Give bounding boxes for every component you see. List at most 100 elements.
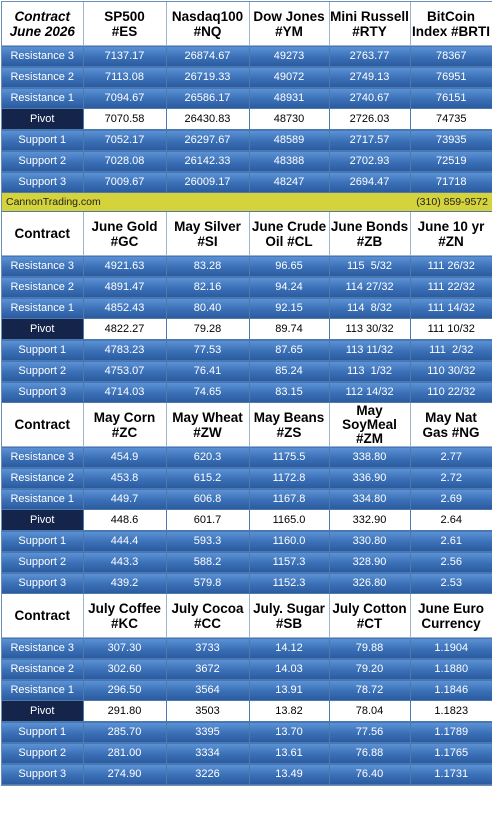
level-label: Resistance 1 [2, 488, 84, 510]
level-value: 26009.17 [166, 171, 250, 193]
level-label: Support 1 [2, 339, 84, 361]
level-value: 72519 [410, 150, 492, 172]
level-value: 448.6 [83, 509, 167, 531]
level-label: Support 2 [2, 360, 84, 382]
level-row: Support 1 7052.17 26297.67 48589 2717.57 7393… [2, 129, 492, 151]
level-row: Support 2 281.00 3334 13.61 76.88 1.1765 [2, 742, 492, 764]
instrument-header: July Coffee #KC [83, 593, 167, 638]
level-value: 2763.77 [329, 45, 411, 67]
level-value: 76.88 [329, 742, 411, 764]
instrument-header: June Euro Currency [410, 593, 492, 638]
level-label: Support 3 [2, 381, 84, 403]
level-row: Support 3 7009.67 26009.17 48247 2694.47 7171… [2, 171, 492, 193]
level-value: 1.1765 [410, 742, 492, 764]
level-row: Support 1 285.70 3395 13.70 77.56 1.1789 [2, 721, 492, 743]
level-row: Support 3 274.90 3226 13.49 76.40 1.1731 [2, 763, 492, 785]
level-row: Resistance 2 453.8 615.2 1172.8 336.90 2.72 [2, 467, 492, 489]
level-value: 26874.67 [166, 45, 250, 67]
level-value: 26719.33 [166, 66, 250, 88]
level-value: 14.03 [249, 658, 330, 680]
level-value: 48931 [249, 87, 330, 109]
level-value: 78367 [410, 45, 492, 67]
level-value: 77.56 [329, 721, 411, 743]
level-value: 453.8 [83, 467, 167, 489]
level-value: 73935 [410, 129, 492, 151]
level-value: 334.80 [329, 488, 411, 510]
level-value: 338.80 [329, 446, 411, 468]
level-label: Resistance 1 [2, 297, 84, 319]
brand-phone: (310) 859-9572 [249, 192, 492, 212]
level-value: 7070.58 [83, 108, 167, 130]
level-value: 96.65 [249, 255, 330, 277]
instrument-header: June Bonds #ZB [329, 211, 411, 256]
level-value: 2726.03 [329, 108, 411, 130]
level-value: 48589 [249, 129, 330, 151]
level-value: 71718 [410, 171, 492, 193]
level-value: 111 26/32 [410, 255, 492, 277]
level-value: 111 22/32 [410, 276, 492, 298]
level-value: 7137.17 [83, 45, 167, 67]
level-value: 80.40 [166, 297, 250, 319]
level-value: 26142.33 [166, 150, 250, 172]
instrument-header: BitCoin Index #BRTI [410, 2, 492, 46]
level-value: 83.15 [249, 381, 330, 403]
level-value: 13.91 [249, 679, 330, 701]
level-label: Support 1 [2, 721, 84, 743]
level-value: 606.8 [166, 488, 250, 510]
level-value: 76151 [410, 87, 492, 109]
level-label: Pivot [2, 509, 84, 531]
level-value: 79.28 [166, 318, 250, 340]
level-value: 307.30 [83, 637, 167, 659]
level-value: 1.1904 [410, 637, 492, 659]
level-value: 82.16 [166, 276, 250, 298]
section-header-row: Contract July Coffee #KC July Cocoa #CC Jul… [2, 593, 492, 638]
level-value: 14.12 [249, 637, 330, 659]
level-value: 332.90 [329, 509, 411, 531]
level-value: 1167.8 [249, 488, 330, 510]
level-value: 2717.57 [329, 129, 411, 151]
level-value: 7052.17 [83, 129, 167, 151]
level-value: 48388 [249, 150, 330, 172]
level-value: 92.15 [249, 297, 330, 319]
level-value: 1165.0 [249, 509, 330, 531]
level-value: 328.90 [329, 551, 411, 573]
level-value: 111 2/32 [410, 339, 492, 361]
brand-bar: CannonTrading.com (310) 859-9572 [2, 192, 492, 212]
level-label: Resistance 2 [2, 467, 84, 489]
level-value: 13.82 [249, 700, 330, 722]
contract-header: Contract [2, 402, 84, 447]
level-value: 449.7 [83, 488, 167, 510]
level-value: 620.3 [166, 446, 250, 468]
level-value: 112 14/32 [329, 381, 411, 403]
level-row: Support 3 4714.03 74.65 83.15 112 14/32 110 2… [2, 381, 492, 403]
instrument-header: SP500 #ES [83, 2, 167, 46]
level-value: 444.4 [83, 530, 167, 552]
level-value: 79.20 [329, 658, 411, 680]
level-value: 78.04 [329, 700, 411, 722]
level-row: Resistance 2 4891.47 82.16 94.24 114 27/32 11… [2, 276, 492, 298]
level-value: 281.00 [83, 742, 167, 764]
level-value: 615.2 [166, 467, 250, 489]
level-value: 4714.03 [83, 381, 167, 403]
instrument-header: May Silver #SI [166, 211, 250, 256]
level-value: 2.64 [410, 509, 492, 531]
level-value: 4783.23 [83, 339, 167, 361]
level-value: 1160.0 [249, 530, 330, 552]
level-row: Support 2 443.3 588.2 1157.3 328.90 2.56 [2, 551, 492, 573]
level-value: 593.3 [166, 530, 250, 552]
level-value: 2.77 [410, 446, 492, 468]
level-row: Resistance 3 307.30 3733 14.12 79.88 1.1904 [2, 637, 492, 659]
level-row: Support 3 439.2 579.8 1152.3 326.80 2.53 [2, 572, 492, 594]
level-value: 443.3 [83, 551, 167, 573]
brand-link[interactable]: CannonTrading.com [2, 192, 249, 212]
level-value: 3733 [166, 637, 250, 659]
instrument-header: May SoyMeal #ZM [329, 402, 411, 447]
instrument-header: May Corn #ZC [83, 402, 167, 447]
level-value: 89.74 [249, 318, 330, 340]
level-label: Support 1 [2, 129, 84, 151]
level-value: 111 10/32 [410, 318, 492, 340]
level-value: 3672 [166, 658, 250, 680]
instrument-header: June Gold #GC [83, 211, 167, 256]
instrument-header: May Beans #ZS [249, 402, 330, 447]
level-label: Support 3 [2, 171, 84, 193]
